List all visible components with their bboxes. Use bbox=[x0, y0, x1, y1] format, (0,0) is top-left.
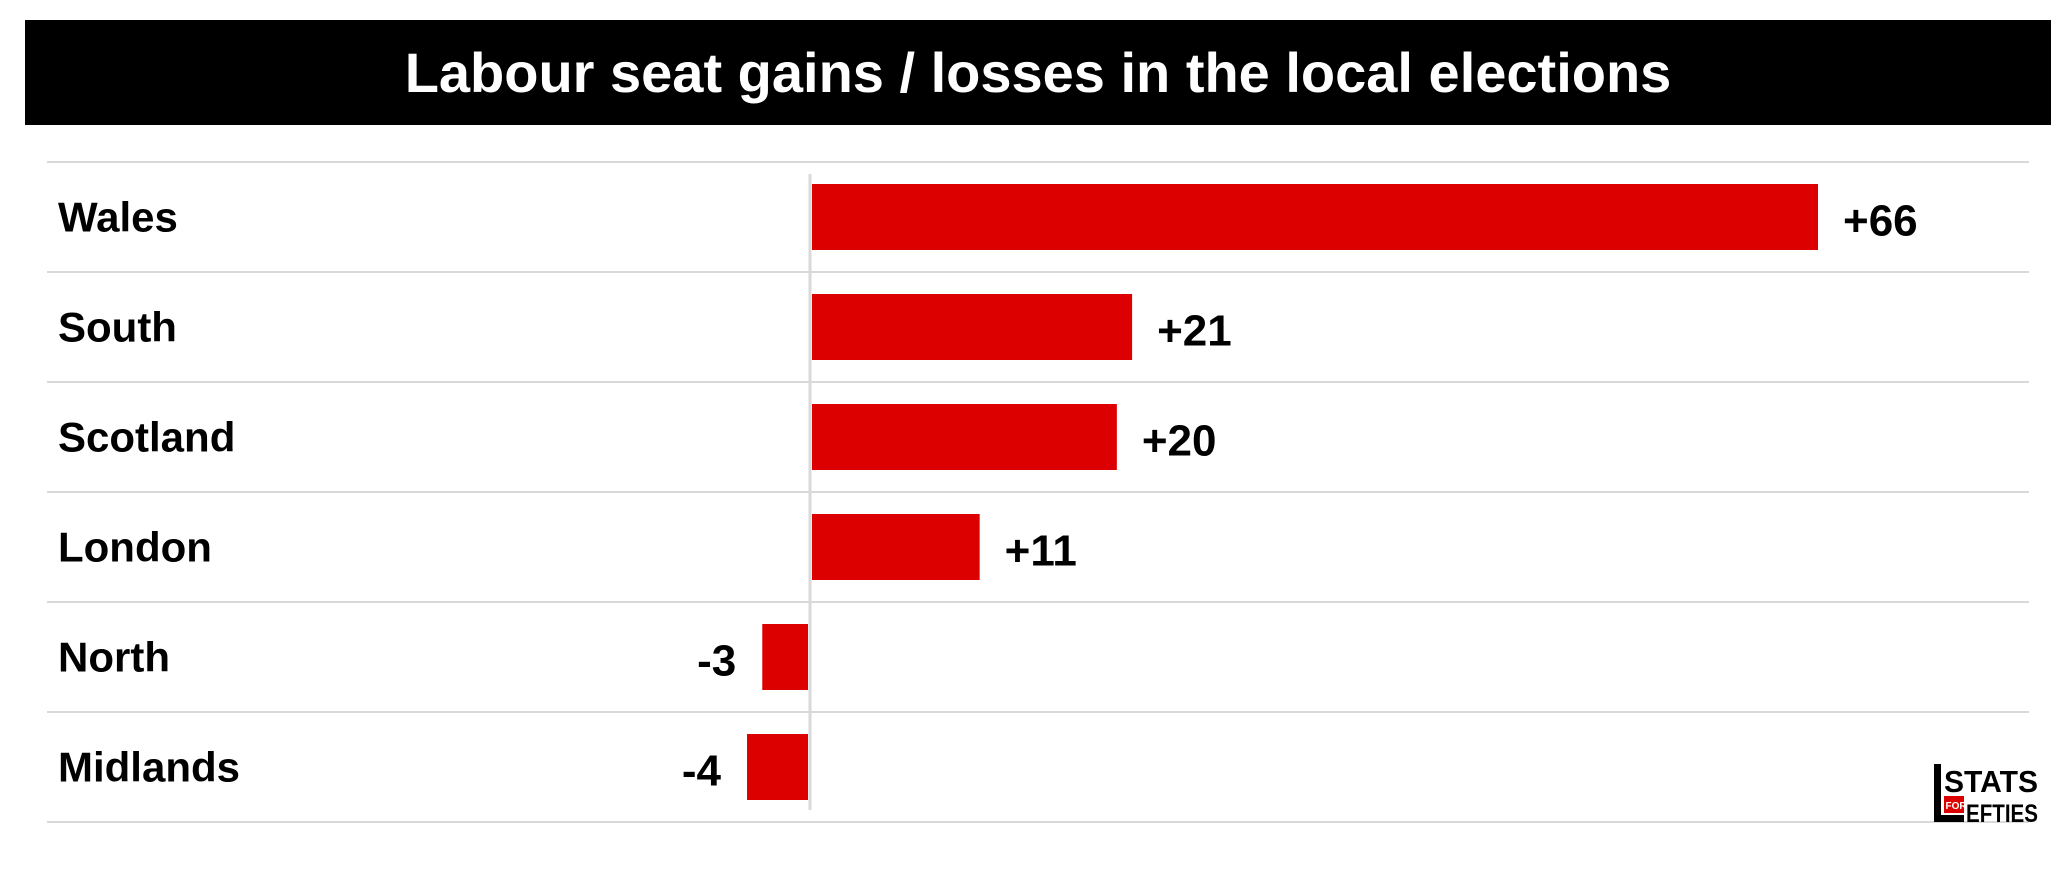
data-label: -3 bbox=[697, 637, 736, 686]
category-label: Wales bbox=[58, 194, 178, 241]
logo-l-stem bbox=[1934, 764, 1941, 822]
data-label: -4 bbox=[682, 747, 722, 796]
logo-top-text: STATS bbox=[1944, 764, 2038, 799]
bar bbox=[812, 404, 1117, 470]
bar bbox=[812, 184, 1818, 250]
stats-for-lefties-logo: STATS FOR EFTIES bbox=[1934, 764, 2038, 824]
bar bbox=[812, 514, 980, 580]
bar bbox=[747, 734, 808, 800]
data-label: +20 bbox=[1142, 417, 1217, 466]
category-label: South bbox=[58, 304, 177, 351]
logo-bottom-text: EFTIES bbox=[1966, 800, 2038, 824]
data-label: +21 bbox=[1157, 307, 1232, 356]
bar bbox=[762, 624, 808, 690]
chart-title: Labour seat gains / losses in the local … bbox=[404, 41, 1672, 104]
logo-l-foot bbox=[1934, 815, 1964, 822]
logo-red-box bbox=[1944, 796, 1964, 813]
data-label: +11 bbox=[1005, 527, 1077, 576]
chart-title-bar: Labour seat gains / losses in the local … bbox=[25, 20, 2051, 125]
bar bbox=[812, 294, 1133, 360]
logo-small-text: FOR bbox=[1946, 801, 1968, 812]
category-label: Scotland bbox=[58, 414, 235, 461]
category-label: North bbox=[58, 634, 170, 681]
category-label: Midlands bbox=[58, 744, 240, 791]
category-label: London bbox=[58, 524, 212, 571]
data-label: +66 bbox=[1843, 197, 1918, 246]
